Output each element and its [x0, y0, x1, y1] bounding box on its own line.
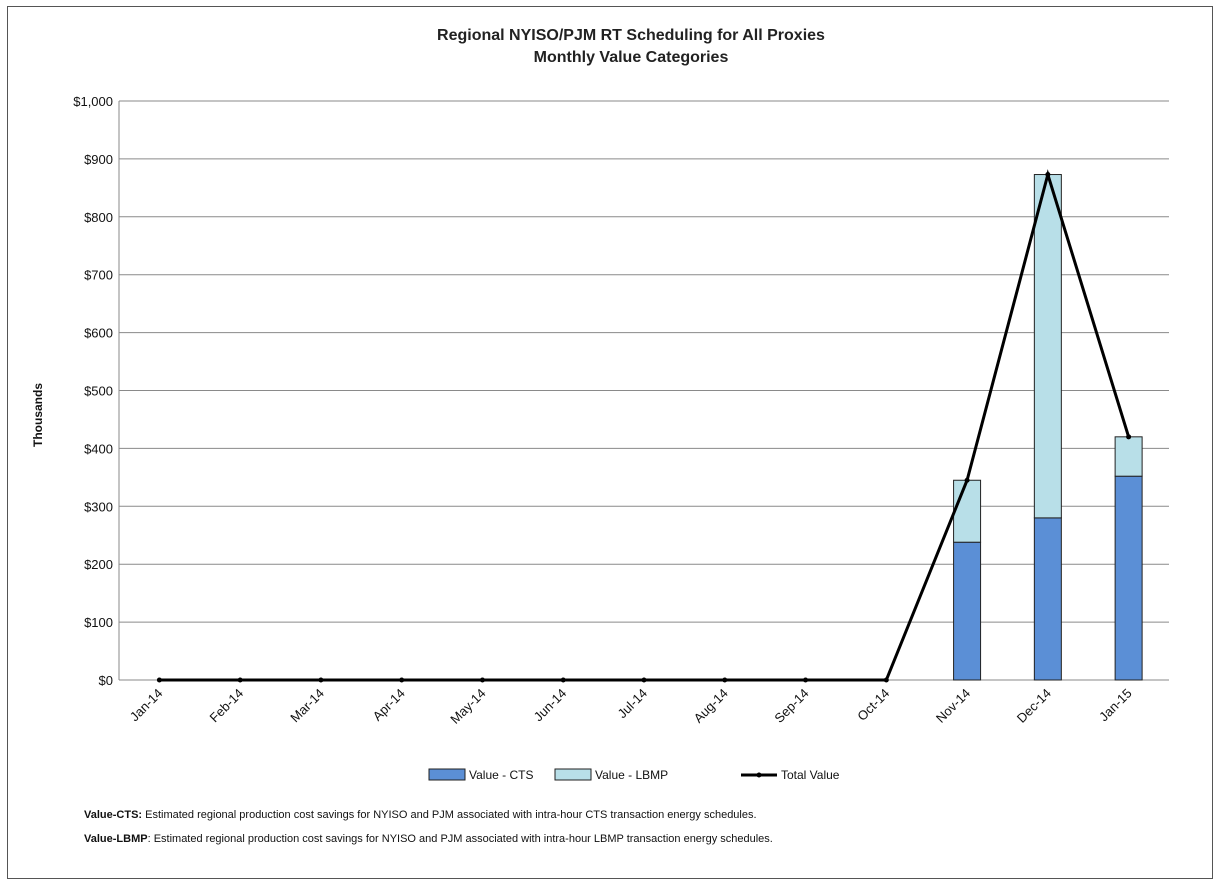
note-cts: Value-CTS: Estimated regional production…: [84, 809, 757, 821]
x-tick-label: Sep-14: [771, 686, 811, 726]
x-tick-label: Dec-14: [1014, 686, 1054, 726]
x-tick-label: Feb-14: [207, 686, 247, 726]
x-tick-labels: Jan-14 Feb-14 Mar-14 Apr-14 May-14 Jun-14 Jul-…: [127, 686, 1135, 727]
y-tick-label: $1,000: [73, 94, 113, 109]
chart-title: Regional NYISO/PJM RT Scheduling for All…: [437, 27, 825, 44]
x-tick-label: Nov-14: [933, 686, 973, 726]
gridlines: [118, 100, 1169, 681]
total-value-point: [722, 677, 728, 683]
note-lbmp-label: Value-LBMP: [84, 833, 148, 845]
total-value-point: [1045, 172, 1051, 178]
total-value-point: [156, 677, 162, 683]
y-tick-labels: $0 $100 $200 $300 $400 $500 $600 $700 $800 $900 $1…: [73, 94, 113, 688]
total-value-point: [803, 677, 809, 683]
legend: Value - CTS Value - LBMP Total Value: [428, 768, 840, 782]
total-value-point: [479, 677, 485, 683]
total-value-point: [964, 477, 970, 483]
y-tick-label: $700: [84, 268, 113, 283]
total-value-point: [237, 677, 243, 683]
y-tick-label: $600: [84, 326, 113, 341]
x-tick-label: Jan-15: [1096, 686, 1135, 725]
total-value-point: [399, 677, 405, 683]
bars: [953, 174, 1143, 681]
legend-label: Value - CTS: [469, 768, 533, 782]
y-tick-label: $200: [84, 557, 113, 572]
legend-label: Total Value: [781, 768, 840, 782]
legend-line-marker: [756, 772, 762, 778]
bar-value-lbmp: [1033, 174, 1062, 519]
total-line: [156, 169, 1132, 683]
chart-svg: Regional NYISO/PJM RT Scheduling for All…: [31, 27, 1169, 845]
chart-frame: Regional NYISO/PJM RT Scheduling for All…: [7, 6, 1213, 879]
x-tick-label: Aug-14: [691, 686, 731, 726]
legend-swatch: [428, 768, 466, 781]
total-value-line: [159, 169, 1131, 682]
total-value-point: [560, 677, 566, 683]
total-value-point: [883, 677, 889, 683]
x-tick-label: Jun-14: [531, 686, 570, 725]
note-cts-label: Value-CTS:: [84, 809, 142, 821]
chart-subtitle: Monthly Value Categories: [534, 49, 729, 66]
x-tick-label: Mar-14: [287, 686, 327, 726]
legend-label: Value - LBMP: [595, 768, 668, 782]
bar-value-cts: [953, 541, 982, 681]
y-tick-label: $500: [84, 384, 113, 399]
total-value-point: [1126, 434, 1132, 440]
bar-value-cts: [1033, 517, 1062, 681]
legend-swatch: [554, 768, 592, 781]
y-tick-label: $900: [84, 152, 113, 167]
x-tick-label: May-14: [447, 686, 488, 727]
x-tick-label: Jul-14: [614, 686, 650, 722]
y-tick-label: $0: [99, 673, 113, 688]
y-axis-label: Thousands: [31, 383, 45, 447]
x-tick-label: Apr-14: [370, 686, 408, 724]
bar-value-lbmp: [1114, 436, 1143, 477]
y-tick-label: $800: [84, 210, 113, 225]
note-lbmp: Value-LBMP: Estimated regional productio…: [84, 833, 773, 845]
total-value-point: [641, 677, 647, 683]
x-tick-label: Jan-14: [127, 686, 166, 725]
note-lbmp-text: : Estimated regional production cost sav…: [148, 833, 773, 845]
bar-value-lbmp: [953, 479, 982, 543]
note-cts-text: Estimated regional production cost savin…: [142, 809, 756, 821]
total-value-point: [318, 677, 324, 683]
x-tick-label: Oct-14: [854, 686, 892, 724]
bar-value-cts: [1114, 475, 1143, 681]
y-tick-label: $400: [84, 441, 113, 456]
y-tick-label: $100: [84, 615, 113, 630]
y-tick-label: $300: [84, 499, 113, 514]
